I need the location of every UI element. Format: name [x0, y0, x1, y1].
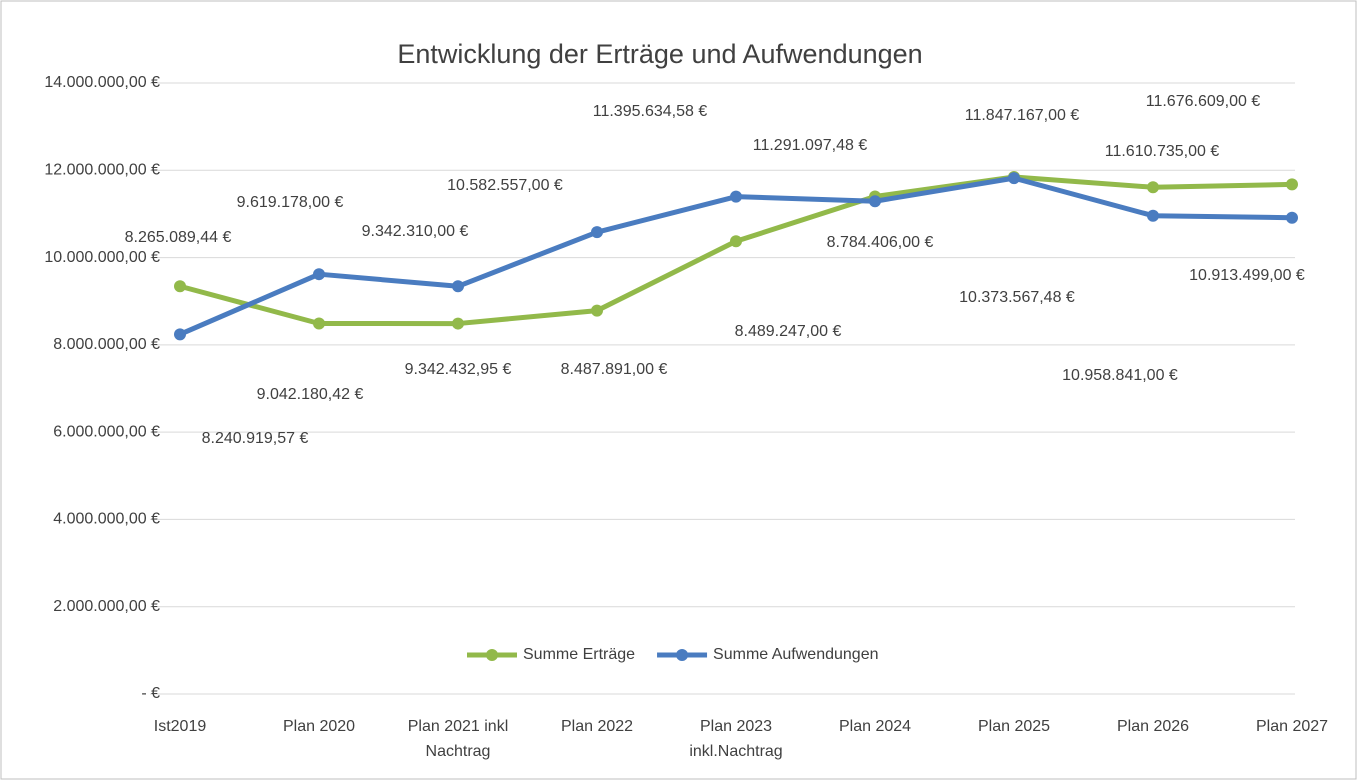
annotation: 9.042.180,42 € [257, 386, 364, 403]
data-label: 11.847.167,00 € [965, 107, 1080, 124]
data-label: 8.487.891,00 € [561, 361, 668, 378]
data-point [1286, 178, 1298, 191]
x-tick-label: Plan 2022 [561, 718, 633, 735]
data-point [591, 304, 603, 317]
data-point [174, 280, 186, 293]
x-tick-label: Ist2019 [154, 718, 207, 735]
chart-title: Entwicklung der Erträge und Aufwendungen [397, 39, 922, 69]
data-point [1008, 172, 1020, 185]
data-point [452, 280, 464, 293]
data-point [174, 328, 186, 341]
data-label: 11.610.735,00 € [1105, 143, 1220, 160]
y-tick-label: 6.000.000,00 € [53, 423, 160, 440]
data-label: 9.342.432,95 € [405, 361, 512, 378]
data-label: 10.958.841,00 € [1062, 367, 1178, 384]
legend-marker [676, 649, 689, 661]
data-point [869, 195, 881, 208]
data-point [452, 317, 464, 330]
x-tick-label: Plan 2020 [283, 718, 355, 735]
data-label: 8.489.247,00 € [735, 323, 842, 340]
data-point [1286, 211, 1298, 224]
x-tick-label: Plan 2023 inkl.Nachtrag [689, 718, 782, 760]
data-label: 10.582.557,00 € [447, 177, 563, 194]
data-point [730, 235, 742, 248]
x-tick-label: Plan 2025 [978, 718, 1050, 735]
legend-marker [486, 649, 498, 661]
data-label: 8.240.919,57 € [202, 430, 309, 447]
x-tick-label: Plan 2026 [1117, 718, 1189, 735]
data-label: 9.342.310,00 € [362, 223, 469, 240]
data-label: 11.395.634,58 € [593, 103, 708, 120]
legend-label: Summe Aufwendungen [713, 646, 878, 663]
y-tick-label: 12.000.000,00 € [44, 162, 160, 179]
data-point [730, 190, 742, 203]
data-point [1147, 209, 1159, 222]
data-point [591, 226, 603, 239]
data-point [313, 268, 325, 281]
data-label: 10.373.567,48 € [959, 289, 1075, 306]
data-label: 8.784.406,00 € [827, 234, 934, 251]
x-tick-label: Plan 2024 [839, 718, 911, 735]
y-tick-label: 4.000.000,00 € [53, 511, 160, 528]
data-label: 10.913.499,00 € [1189, 267, 1305, 284]
annotation: 8.265.089,44 € [125, 229, 232, 246]
data-point [1147, 181, 1159, 194]
y-tick-label: 2.000.000,00 € [53, 598, 160, 615]
y-tick-label: - € [141, 685, 160, 702]
data-point [313, 317, 325, 330]
data-label: 11.291.097,48 € [753, 137, 868, 154]
data-label: 9.619.178,00 € [237, 194, 344, 211]
y-tick-label: 10.000.000,00 € [44, 249, 160, 266]
y-tick-label: 14.000.000,00 € [44, 74, 160, 91]
data-label: 11.676.609,00 € [1146, 93, 1261, 110]
x-tick-label: Plan 2021 inkl Nachtrag [408, 718, 509, 760]
y-tick-label: 8.000.000,00 € [53, 336, 160, 353]
x-tick-label: Plan 2027 [1256, 718, 1328, 735]
legend-label: Summe Erträge [523, 646, 635, 663]
